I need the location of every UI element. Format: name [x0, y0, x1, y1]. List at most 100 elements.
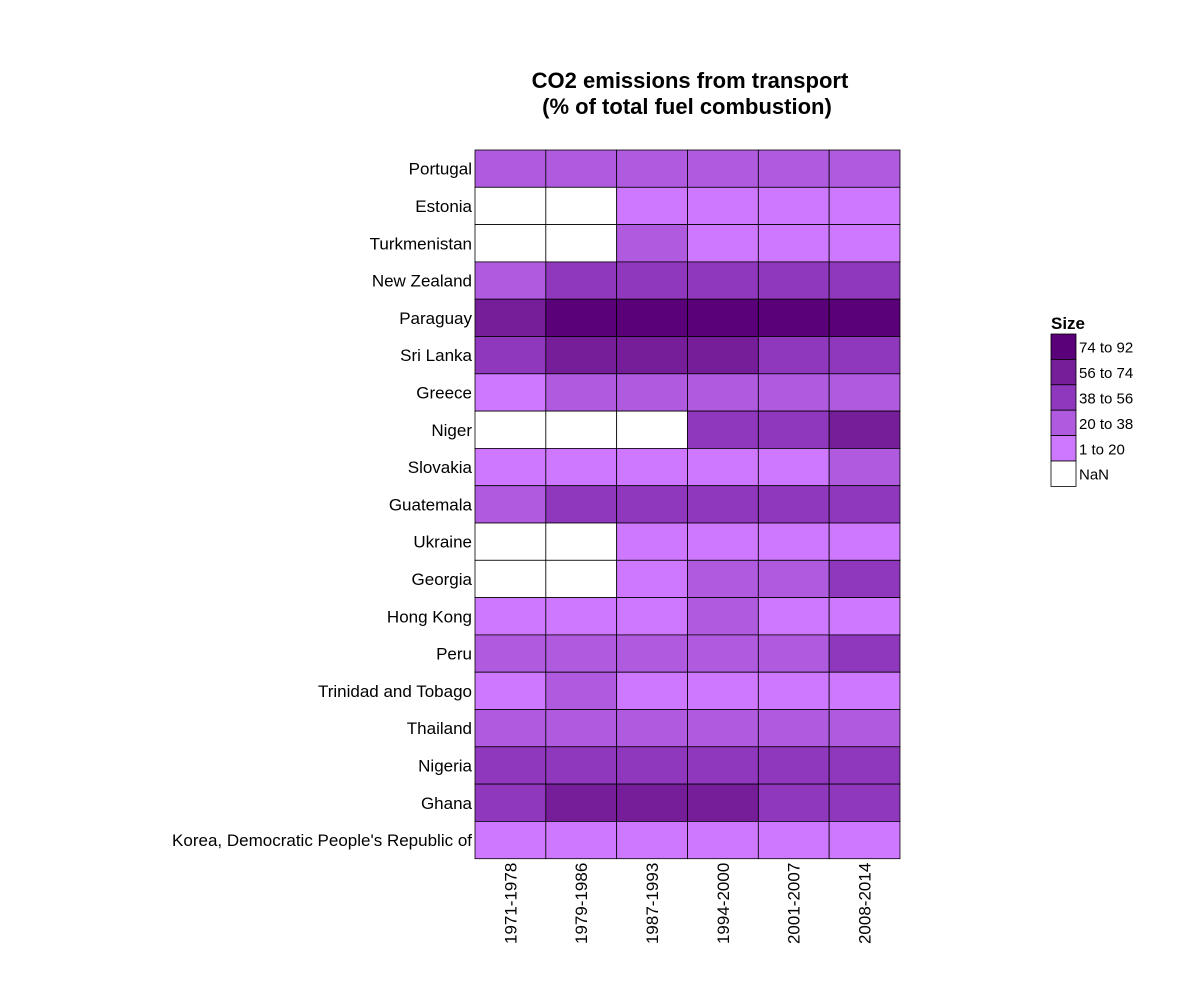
heatmap-cell — [616, 447, 688, 487]
heatmap-cell — [687, 149, 759, 188]
heatmap-cell — [687, 522, 759, 561]
heatmap-cell — [828, 522, 901, 561]
heatmap-cells — [474, 149, 901, 860]
legend-label: 56 to 74 — [1079, 365, 1133, 382]
legend-swatch — [1050, 358, 1077, 386]
column-label: 1979-1986 — [572, 863, 591, 944]
heatmap-cell — [757, 298, 830, 337]
heatmap-cell — [687, 298, 759, 337]
heatmap-cell — [616, 298, 688, 337]
heatmap-cell — [757, 485, 830, 524]
heatmap-cell — [828, 597, 901, 636]
row-label: Peru — [436, 645, 472, 664]
heatmap-cell — [687, 746, 759, 785]
heatmap-cell — [474, 671, 547, 710]
legend-label: 1 to 20 — [1079, 441, 1125, 458]
heatmap-cell — [474, 373, 547, 412]
heatmap-cell — [616, 783, 688, 822]
heatmap-cell — [616, 522, 688, 561]
heatmap-cell — [687, 336, 759, 375]
heatmap-cell — [545, 597, 618, 636]
heatmap-cell — [474, 336, 547, 375]
heatmap-cell — [545, 410, 618, 449]
row-label: Nigeria — [418, 756, 472, 775]
heatmap-cell — [616, 336, 688, 375]
heatmap-cell — [474, 709, 547, 748]
heatmap-cell — [545, 373, 618, 412]
legend-label: 20 to 38 — [1079, 416, 1133, 433]
heatmap-cell — [474, 783, 547, 822]
heatmap-cell — [828, 671, 901, 710]
heatmap-cell — [757, 559, 830, 598]
heatmap-cell — [616, 485, 688, 524]
heatmap-cell — [687, 485, 759, 524]
heatmap-cell — [616, 149, 688, 188]
row-labels: Portugal Estonia Turkmenistan New Zealand Pa… — [172, 160, 472, 850]
heatmap-cell — [828, 746, 901, 785]
row-label: Paraguay — [399, 309, 472, 328]
heatmap-cell — [757, 186, 830, 226]
heatmap-cell — [616, 261, 688, 300]
row-label: Sri Lanka — [400, 346, 472, 365]
column-label: 1987-1993 — [643, 863, 662, 944]
heatmap-cell — [828, 410, 901, 449]
legend-swatch — [1050, 460, 1077, 487]
heatmap-cell — [687, 224, 759, 263]
heatmap-cell — [828, 186, 901, 226]
heatmap-cell — [687, 447, 759, 487]
heatmap-cell — [757, 746, 830, 785]
chart-title: CO2 emissions from transport (% of total… — [532, 68, 849, 119]
heatmap-cell — [687, 373, 759, 412]
row-label: Slovakia — [408, 458, 473, 477]
column-labels: 1971-1978 1979-1986 1987-1993 1994-2000 2001… — [501, 863, 874, 944]
row-label: Portugal — [409, 160, 472, 179]
heatmap-cell — [828, 149, 901, 188]
legend-swatch — [1050, 435, 1077, 462]
row-label: Hong Kong — [387, 607, 472, 626]
heatmap-cell — [687, 261, 759, 300]
row-label: Georgia — [412, 570, 473, 589]
row-label: Ukraine — [413, 533, 472, 552]
legend-swatch — [1050, 333, 1077, 360]
row-label: Niger — [431, 421, 472, 440]
heatmap-cell — [545, 336, 618, 375]
heatmap-cell — [828, 261, 901, 300]
heatmap-cell — [474, 522, 547, 561]
heatmap-cell — [474, 597, 547, 636]
heatmap-cell — [474, 746, 547, 785]
heatmap-cell — [545, 149, 618, 188]
heatmap-cell — [616, 186, 688, 226]
heatmap-cell — [545, 821, 618, 860]
heatmap-cell — [616, 709, 688, 748]
heatmap-cell — [687, 634, 759, 673]
heatmap-cell — [616, 821, 688, 860]
heatmap-cell — [828, 559, 901, 598]
heatmap-cell — [687, 671, 759, 710]
heatmap-cell — [474, 298, 547, 337]
heatmap-cell — [616, 746, 688, 785]
heatmap-cell — [616, 373, 688, 412]
heatmap-cell — [545, 261, 618, 300]
heatmap-cell — [828, 634, 901, 673]
heatmap-cell — [757, 336, 830, 375]
row-label: Turkmenistan — [370, 234, 472, 253]
heatmap-cell — [474, 821, 547, 860]
heatmap-cell — [545, 298, 618, 337]
heatmap-cell — [757, 224, 830, 263]
heatmap-cell — [687, 597, 759, 636]
heatmap-cell — [545, 224, 618, 263]
heatmap-cell — [757, 373, 830, 412]
legend: Size 74 to 92 56 to 74 38 to 56 20 to 38 1 to… — [1050, 314, 1133, 487]
heatmap-cell — [757, 522, 830, 561]
row-label: Estonia — [415, 197, 472, 216]
row-label: Ghana — [421, 794, 473, 813]
column-label: 2008-2014 — [856, 863, 875, 944]
heatmap-cell — [828, 373, 901, 412]
legend-title: Size — [1051, 314, 1085, 333]
heatmap-cell — [545, 783, 618, 822]
row-label: Thailand — [407, 719, 472, 738]
legend-label: 74 to 92 — [1079, 340, 1133, 357]
heatmap-cell — [828, 336, 901, 375]
heatmap-cell — [545, 671, 618, 710]
